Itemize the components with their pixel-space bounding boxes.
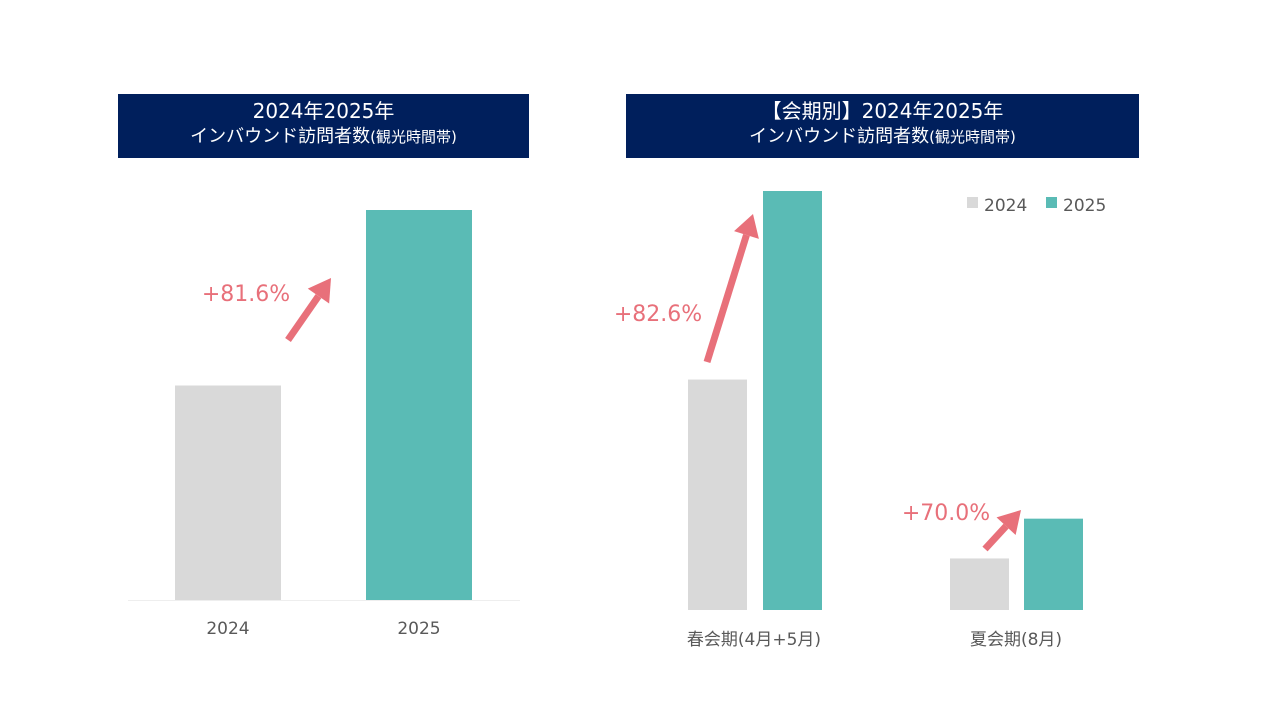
growth-arrow-spring <box>703 214 759 364</box>
bar-2024-0 <box>688 379 747 610</box>
right-title-small: (観光時間帯) <box>929 128 1016 146</box>
bar-2025-0 <box>763 191 822 610</box>
growth-arrow-spring-shaft <box>703 233 750 364</box>
x-tick-label: 夏会期(8月) <box>970 630 1062 650</box>
growth-arrow <box>285 278 331 342</box>
x-tick-label: 春会期(4月+5月) <box>687 630 821 650</box>
growth-arrow-summer-head <box>996 510 1021 535</box>
right-title-line2: インバウンド訪問者数(観光時間帯) <box>626 124 1139 150</box>
growth-arrow-shaft <box>285 294 322 342</box>
growth-arrow-head <box>307 278 331 304</box>
right-title-line1: 【会期別】2024年2025年 <box>761 99 1004 123</box>
growth-arrow-summer <box>982 510 1021 552</box>
bar-2024-1 <box>950 558 1009 610</box>
growth-arrow-summer-shaft <box>982 523 1009 552</box>
right-chart-title: 【会期別】2024年2025年 インバウンド訪問者数(観光時間帯) <box>626 94 1139 158</box>
x-tick-label: 2025 <box>397 619 440 639</box>
growth-label-spring: +82.6% <box>614 302 702 327</box>
legend-swatch-2024 <box>967 197 978 208</box>
left-title-main: インバウンド訪問者数 <box>190 126 371 147</box>
left-chart-title: 2024年2025年 インバウンド訪問者数(観光時間帯) <box>118 94 529 158</box>
legend-swatch-2025 <box>1046 197 1057 208</box>
x-tick-label: 2024 <box>206 619 249 639</box>
legend-label-2024: 2024 <box>984 196 1027 216</box>
growth-label: +81.6% <box>202 282 290 307</box>
bar-2025 <box>366 210 472 600</box>
left-title-line1: 2024年2025年 <box>252 99 395 123</box>
growth-label-summer: +70.0% <box>902 501 990 526</box>
left-title-line2: インバウンド訪問者数(観光時間帯) <box>118 124 529 150</box>
legend-label-2025: 2025 <box>1063 196 1106 216</box>
left-title-small: (観光時間帯) <box>370 128 457 146</box>
right-title-main: インバウンド訪問者数 <box>749 126 930 147</box>
bar-2025-1 <box>1024 518 1083 610</box>
growth-arrow-spring-head <box>734 214 759 239</box>
bar-2024 <box>175 385 281 600</box>
